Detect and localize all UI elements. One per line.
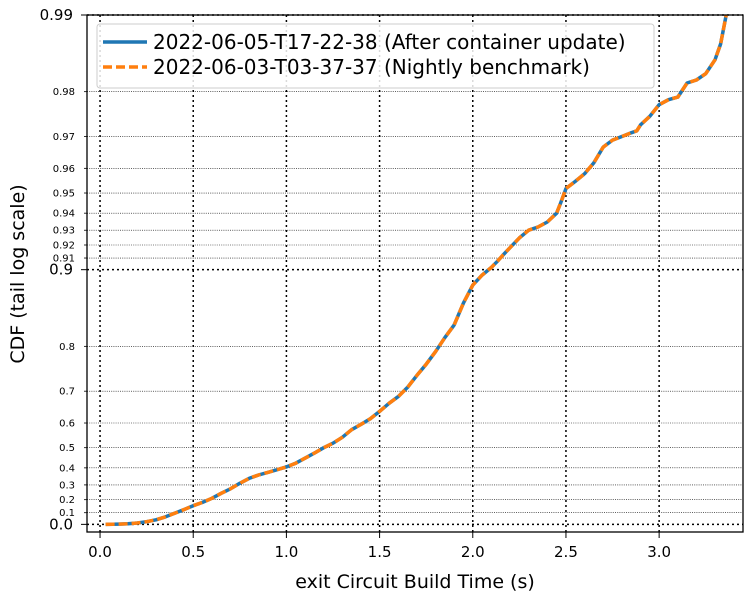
x-axis-label: exit Circuit Build Time (s): [295, 571, 535, 593]
y-axis-ticks: 0.1 0.2 0.3 0.4 0.5 0.6 0.7 0.8 0.91 0.92 0.93 0.94…: [40, 6, 87, 533]
series-lines: [105, 15, 728, 527]
y-minor-tick-label: 0.6: [59, 419, 75, 430]
y-minor-tick-label: 0.4: [59, 463, 75, 474]
y-minor-tick-label: 0.96: [53, 164, 75, 175]
legend-label-nightly-benchmark: 2022-06-03-T03-37-37 (Nightly benchmark): [153, 55, 590, 79]
y-major-tick-label: 0.9: [49, 261, 73, 279]
series-line-1: [105, 15, 728, 527]
y-minor-tick-label: 0.91: [53, 254, 75, 265]
y-minor-tick-label: 0.3: [59, 480, 75, 491]
x-tick-label: 2.5: [554, 543, 578, 561]
legend-label-after-container-update: 2022-06-05-T17-22-38 (After container up…: [153, 30, 626, 54]
y-minor-tick-label: 0.92: [53, 240, 75, 251]
x-tick-label: 0.0: [88, 543, 112, 561]
y-major-tick-label: 0.0: [49, 515, 73, 533]
x-tick-label: 1.5: [368, 543, 392, 561]
grid-lines: [87, 14, 743, 532]
y-minor-tick-label: 0.93: [53, 226, 75, 237]
y-minor-tick-label: 0.2: [59, 495, 75, 506]
x-tick-label: 3.0: [647, 543, 671, 561]
x-tick-label: 1.0: [274, 543, 298, 561]
y-major-tick-label: 0.99: [40, 6, 73, 24]
y-axis-label: CDF (tail log scale): [7, 184, 29, 363]
y-minor-tick-label: 0.7: [59, 387, 75, 398]
x-tick-label: 0.5: [181, 543, 205, 561]
y-minor-tick-label: 0.98: [53, 87, 75, 98]
x-axis-ticks: 0.0 0.5 1.0 1.5 2.0 2.5 3.0: [88, 532, 671, 561]
y-minor-tick-label: 0.95: [53, 189, 75, 200]
y-minor-tick-label: 0.8: [59, 342, 75, 353]
x-tick-label: 2.0: [461, 543, 485, 561]
legend: 2022-06-05-T17-22-38 (After container up…: [96, 23, 655, 89]
y-minor-tick-label: 0.5: [59, 443, 75, 454]
plot-frame: [86, 14, 744, 533]
y-minor-tick-label: 0.97: [53, 132, 75, 143]
legend-frame: [96, 23, 655, 89]
y-minor-tick-label: 0.1: [59, 508, 75, 519]
y-minor-tick-label: 0.94: [53, 209, 75, 220]
